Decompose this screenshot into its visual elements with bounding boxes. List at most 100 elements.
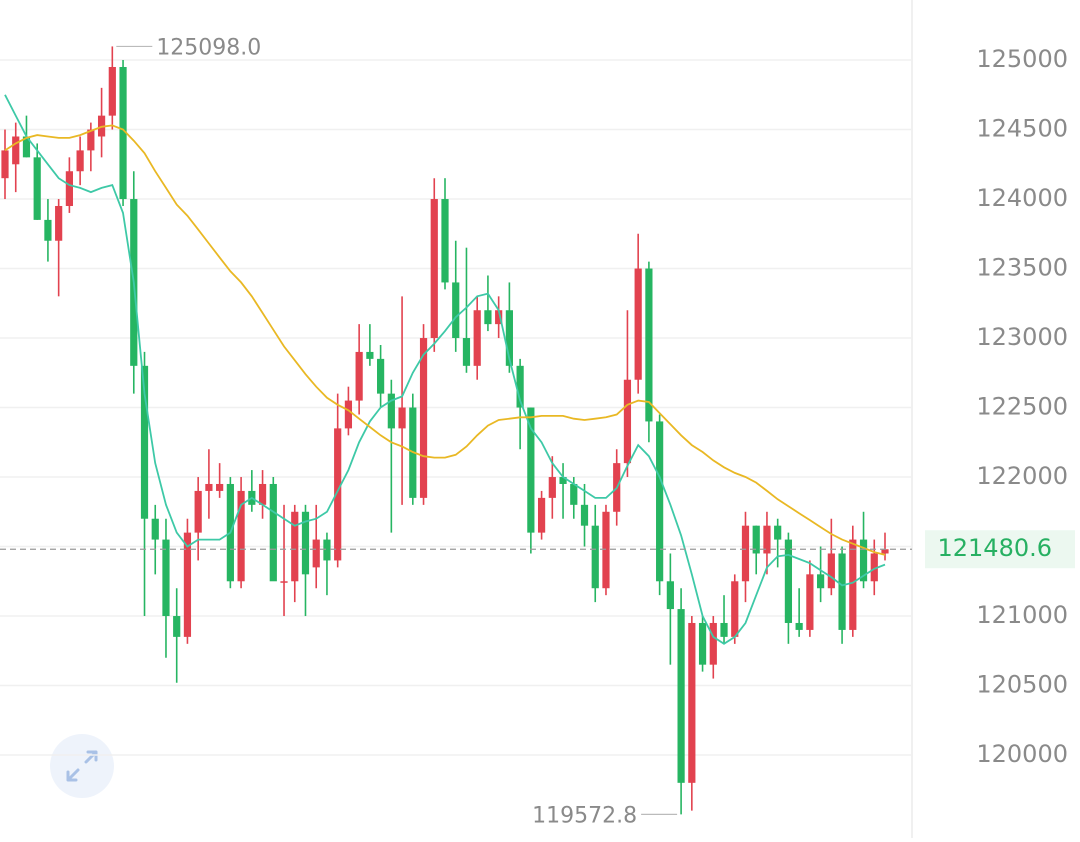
candle-body: [645, 268, 653, 422]
candle-body: [312, 539, 320, 568]
y-tick-label: 123500: [976, 254, 1068, 282]
candle-body: [527, 407, 535, 533]
last-price-label: 121480.6: [937, 534, 1052, 562]
high-label: 125098.0: [156, 35, 261, 60]
candle-body: [366, 351, 374, 359]
candle-body: [859, 539, 868, 582]
candle-body: [44, 219, 52, 241]
candle-body: [323, 539, 331, 561]
y-tick-label: 124000: [976, 184, 1068, 212]
candle-body: [377, 358, 385, 394]
candle-body: [301, 511, 310, 575]
candle-body: [12, 136, 20, 165]
expand-circle: [50, 734, 114, 798]
last-price-box: [925, 530, 1075, 569]
candle-body: [774, 525, 782, 540]
candle-body: [570, 483, 578, 505]
candle-body: [108, 66, 116, 116]
y-tick-label: 121000: [976, 601, 1068, 629]
candle-body: [516, 365, 524, 408]
candle-body: [634, 268, 642, 380]
ma-line: [4, 124, 886, 556]
candle-body: [688, 622, 696, 783]
candle-body: [355, 351, 363, 401]
y-tick-label: 120000: [976, 740, 1068, 768]
candle-body: [280, 581, 288, 583]
candle-body: [666, 581, 674, 610]
candle-body: [291, 511, 299, 582]
candle-body: [548, 477, 556, 498]
candle-body: [537, 497, 546, 533]
candle-body: [55, 205, 63, 241]
candle-body: [216, 483, 224, 491]
candle-body: [559, 477, 567, 484]
expand-icon: [66, 750, 98, 782]
candle-body: [462, 338, 471, 366]
candle-body: [709, 622, 717, 665]
candle-body: [87, 129, 95, 151]
candle-body: [441, 199, 449, 283]
y-tick-label: 125000: [976, 45, 1068, 73]
y-tick-label: 123000: [976, 323, 1068, 351]
candle-body: [870, 553, 878, 582]
candle-body: [881, 549, 889, 554]
ma-line: [4, 94, 886, 645]
candle-body: [473, 310, 481, 366]
candle-body: [752, 525, 760, 554]
candle-body: [194, 490, 202, 533]
candle-body: [162, 539, 170, 617]
candle-body: [720, 622, 728, 637]
candle-body: [591, 525, 599, 589]
candle-body: [602, 511, 610, 589]
candle-body: [387, 393, 395, 429]
candle-body: [817, 574, 825, 589]
candle-body: [505, 310, 513, 366]
candle-body: [419, 338, 428, 498]
candle-body: [183, 532, 192, 637]
candle-body: [452, 282, 460, 339]
candle-body: [763, 525, 771, 554]
y-tick-label: 122500: [976, 393, 1068, 421]
candle-body: [741, 525, 750, 582]
candle-body: [430, 199, 438, 339]
candle-body: [33, 157, 41, 220]
candle-body: [76, 150, 84, 172]
candle-body: [623, 379, 632, 464]
y-tick-label: 120500: [976, 671, 1068, 699]
candle-body: [495, 310, 503, 325]
y-tick-label: 124500: [976, 115, 1068, 143]
candle-body: [398, 407, 406, 429]
candle-body: [698, 622, 707, 665]
candle-body: [205, 483, 213, 491]
candle-body: [334, 428, 342, 561]
candle-body: [65, 171, 73, 206]
candle-body: [806, 574, 814, 630]
candle-body: [484, 310, 492, 325]
candle-body: [731, 581, 739, 637]
candle-body: [1, 150, 9, 179]
candle-body: [795, 622, 803, 630]
candle-body: [119, 66, 127, 200]
candle-body: [140, 365, 149, 519]
candle-body: [849, 539, 857, 630]
candle-body: [784, 539, 793, 623]
candle-body: [22, 136, 31, 158]
candle-body: [656, 421, 664, 582]
candle-body: [151, 518, 159, 540]
candle-body: [838, 553, 846, 630]
grid: [0, 59, 912, 756]
low-label: 119572.8: [532, 803, 637, 828]
y-tick-label: 122000: [976, 462, 1068, 490]
candle-body: [237, 490, 245, 582]
candle-body: [173, 616, 181, 637]
candle-body: [827, 553, 835, 589]
candle-body: [258, 483, 267, 505]
candle-body: [344, 400, 353, 429]
candle-body: [677, 609, 685, 783]
candle-body: [269, 483, 277, 582]
candles: [1, 46, 889, 815]
expand-button[interactable]: [50, 734, 114, 798]
candle-body: [580, 504, 589, 526]
